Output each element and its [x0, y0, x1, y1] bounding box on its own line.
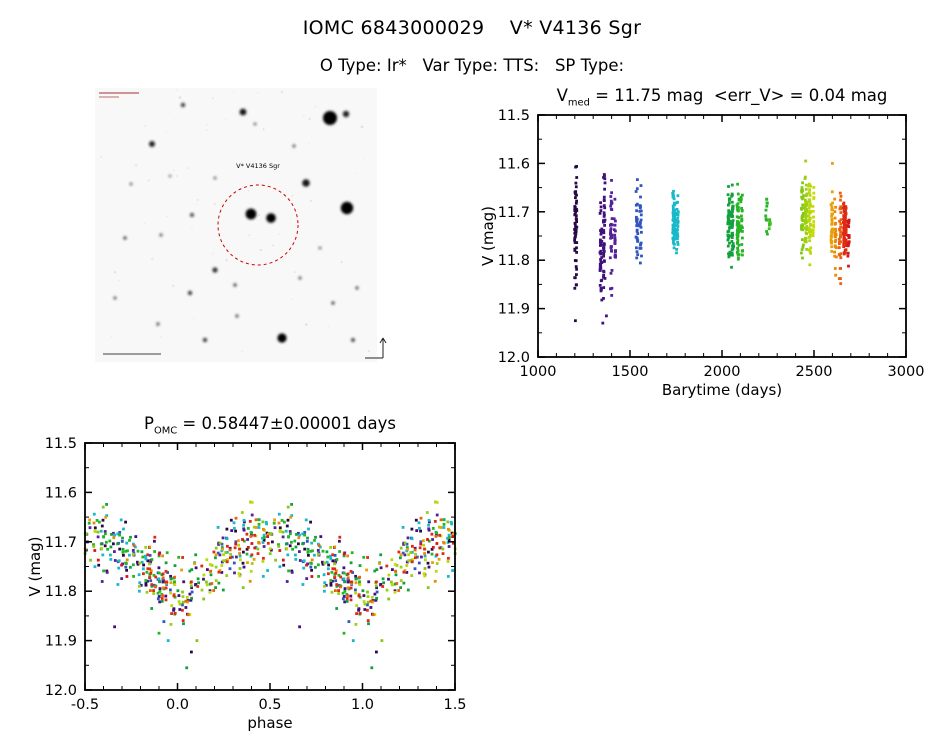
svg-text:2500: 2500	[796, 364, 833, 380]
svg-text:0.0: 0.0	[166, 697, 189, 713]
stars	[113, 102, 359, 343]
finder-chart-image: V* V4136 Sgr	[95, 88, 387, 362]
compass-icon	[365, 337, 387, 359]
svg-text:11.9: 11.9	[45, 634, 77, 650]
svg-text:11.8: 11.8	[498, 253, 530, 269]
lightcurve-title: Vmed = 11.75 mag <err_V> = 0.04 mag	[538, 86, 906, 108]
svg-text:3000: 3000	[888, 364, 925, 380]
lightcurve-plot: 1000 1500 2000 2500 3000 11.5 11.6 11.7 11.8 11.9…	[479, 108, 924, 399]
svg-text:11.6: 11.6	[498, 156, 530, 172]
lightcurve-title-sub: med	[567, 97, 590, 109]
target-circle	[217, 184, 299, 266]
sky-background	[95, 88, 377, 362]
page-title: IOMC 6843000029 V* V4136 Sgr	[302, 17, 642, 39]
svg-text:11.9: 11.9	[498, 302, 530, 318]
lightcurve-title-rest: = 11.75 mag <err_V> = 0.04 mag	[589, 86, 888, 105]
svg-text:1000: 1000	[520, 364, 557, 380]
svg-text:V (mag): V (mag)	[479, 206, 497, 266]
svg-text:11.5: 11.5	[498, 108, 530, 124]
phase-title-rest: = 0.58447±0.00001 days	[177, 414, 396, 433]
svg-text:2000: 2000	[704, 364, 741, 380]
svg-text:Barytime (days): Barytime (days)	[662, 381, 782, 399]
svg-text:1.5: 1.5	[443, 697, 466, 713]
svg-text:0.5: 0.5	[258, 697, 281, 713]
svg-text:12.0: 12.0	[498, 350, 530, 366]
phase-data-points	[83, 500, 457, 670]
lightcurve-axes	[537, 114, 907, 358]
target-label: V* V4136 Sgr	[236, 162, 280, 170]
lightcurve-title-base: V	[556, 86, 568, 105]
svg-text:11.7: 11.7	[45, 535, 77, 551]
svg-text:phase: phase	[247, 714, 292, 732]
phase-axis-labels: -0.5 0.0 0.5 1.0 1.5 11.5 11.6 11.7 11.8 11.9 12.0…	[26, 436, 467, 732]
svg-text:-0.5: -0.5	[71, 697, 99, 713]
svg-text:V (mag): V (mag)	[26, 536, 44, 596]
svg-text:11.8: 11.8	[45, 584, 77, 600]
svg-text:1500: 1500	[612, 364, 649, 380]
svg-text:11.5: 11.5	[45, 436, 77, 452]
svg-text:1.0: 1.0	[351, 697, 374, 713]
svg-text:11.7: 11.7	[498, 205, 530, 221]
lightcurve-axis-labels: 1000 1500 2000 2500 3000 11.5 11.6 11.7 11.8 11.9…	[479, 108, 924, 399]
sky-noise	[99, 89, 370, 353]
corner-annotations	[99, 92, 161, 355]
phase-axes	[84, 442, 456, 691]
phase-title: POMC = 0.58447±0.00001 days	[85, 414, 455, 436]
phase-plot: -0.5 0.0 0.5 1.0 1.5 11.5 11.6 11.7 11.8 11.9 12.0…	[26, 436, 467, 732]
svg-text:11.6: 11.6	[45, 485, 77, 501]
phase-title-base: P	[144, 414, 154, 433]
svg-text:12.0: 12.0	[45, 683, 77, 699]
phase-title-sub: OMC	[153, 425, 178, 437]
lightcurve-data-points	[573, 159, 851, 325]
page-subtitle: O Type: Ir* Var Type: TTS: SP Type:	[319, 56, 625, 75]
